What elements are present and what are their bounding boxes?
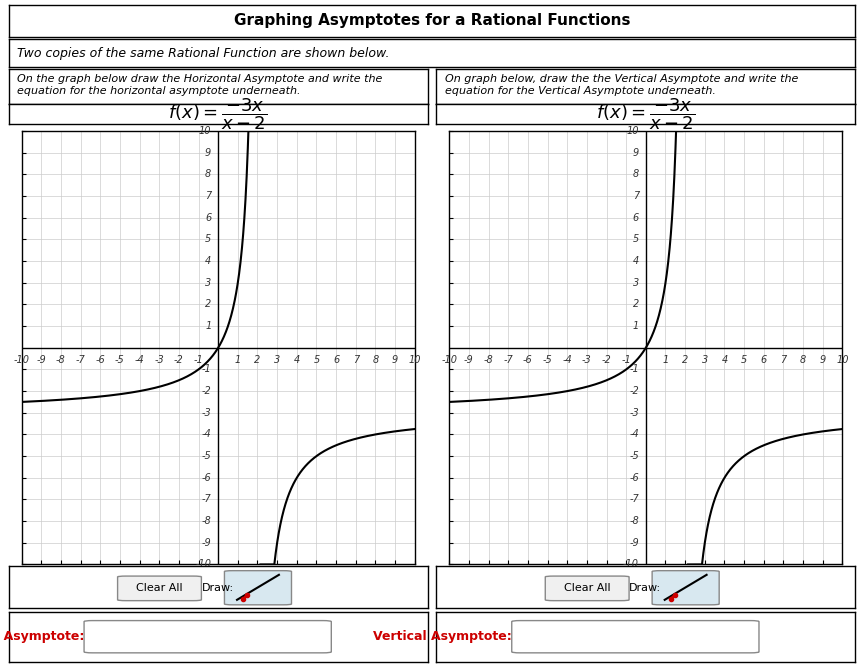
Text: -6: -6 xyxy=(523,355,533,366)
Text: 5: 5 xyxy=(741,355,747,366)
Text: -1: -1 xyxy=(194,355,203,366)
Text: -5: -5 xyxy=(629,451,639,461)
Text: -3: -3 xyxy=(201,408,212,418)
Text: -3: -3 xyxy=(155,355,164,366)
Text: 8: 8 xyxy=(205,169,212,179)
Text: -8: -8 xyxy=(56,355,66,366)
Text: 3: 3 xyxy=(205,278,212,288)
Text: Draw:: Draw: xyxy=(629,583,661,593)
Text: -7: -7 xyxy=(629,495,639,505)
Text: 1: 1 xyxy=(205,321,212,331)
Text: -10: -10 xyxy=(442,355,457,366)
Text: 7: 7 xyxy=(780,355,786,366)
Text: 1: 1 xyxy=(632,321,639,331)
Text: 6: 6 xyxy=(632,213,639,222)
Text: -7: -7 xyxy=(201,495,212,505)
Text: 6: 6 xyxy=(333,355,340,366)
Text: 6: 6 xyxy=(205,213,212,222)
Text: Horizontal Asymptote:: Horizontal Asymptote: xyxy=(0,630,84,643)
Text: 7: 7 xyxy=(632,191,639,201)
Text: -4: -4 xyxy=(629,429,639,439)
Text: Two copies of the same Rational Function are shown below.: Two copies of the same Rational Function… xyxy=(17,46,390,60)
Text: -2: -2 xyxy=(629,386,639,396)
FancyBboxPatch shape xyxy=(511,621,759,653)
Text: -6: -6 xyxy=(629,473,639,482)
Text: 9: 9 xyxy=(820,355,826,366)
Text: -3: -3 xyxy=(582,355,592,366)
Text: On graph below, draw the the Vertical Asymptote and write the
equation for the V: On graph below, draw the the Vertical As… xyxy=(445,74,798,95)
Text: Draw:: Draw: xyxy=(201,583,233,593)
Text: Clear All: Clear All xyxy=(564,583,611,593)
Text: 1: 1 xyxy=(235,355,241,366)
Text: 4: 4 xyxy=(721,355,727,366)
Text: 6: 6 xyxy=(760,355,767,366)
FancyBboxPatch shape xyxy=(118,576,201,601)
Text: -2: -2 xyxy=(601,355,612,366)
Text: -6: -6 xyxy=(95,355,105,366)
Text: $f(x) = \dfrac{-3x}{x - 2}$: $f(x) = \dfrac{-3x}{x - 2}$ xyxy=(596,96,696,132)
Text: 5: 5 xyxy=(205,235,212,245)
Text: 4: 4 xyxy=(294,355,300,366)
Text: $f(x) = \dfrac{-3x}{x - 2}$: $f(x) = \dfrac{-3x}{x - 2}$ xyxy=(168,96,268,132)
Text: -9: -9 xyxy=(464,355,473,366)
Text: -4: -4 xyxy=(201,429,212,439)
Text: -7: -7 xyxy=(76,355,86,366)
Text: -4: -4 xyxy=(135,355,144,366)
Text: 3: 3 xyxy=(274,355,280,366)
Text: 9: 9 xyxy=(632,148,639,158)
Text: -4: -4 xyxy=(562,355,572,366)
Text: -2: -2 xyxy=(174,355,184,366)
Text: -10: -10 xyxy=(14,355,29,366)
Text: 1: 1 xyxy=(663,355,669,366)
Text: On the graph below draw the Horizontal Asymptote and write the
equation for the : On the graph below draw the Horizontal A… xyxy=(17,74,383,95)
Text: 9: 9 xyxy=(392,355,398,366)
Text: 7: 7 xyxy=(205,191,212,201)
Text: 3: 3 xyxy=(702,355,708,366)
Text: 10: 10 xyxy=(409,355,421,366)
Text: Graphing Asymptotes for a Rational Functions: Graphing Asymptotes for a Rational Funct… xyxy=(234,13,630,28)
Text: 10: 10 xyxy=(836,355,848,366)
Text: -8: -8 xyxy=(629,516,639,526)
Text: 8: 8 xyxy=(372,355,378,366)
Text: 8: 8 xyxy=(800,355,806,366)
Text: -5: -5 xyxy=(115,355,124,366)
Text: -9: -9 xyxy=(201,538,212,548)
Text: -5: -5 xyxy=(543,355,552,366)
Text: 9: 9 xyxy=(205,148,212,158)
Text: 2: 2 xyxy=(632,300,639,309)
Text: -10: -10 xyxy=(623,560,639,569)
Text: 4: 4 xyxy=(632,256,639,266)
Text: -2: -2 xyxy=(201,386,212,396)
FancyBboxPatch shape xyxy=(652,571,719,605)
Text: -8: -8 xyxy=(484,355,493,366)
FancyBboxPatch shape xyxy=(225,571,291,605)
Text: 5: 5 xyxy=(314,355,320,366)
Text: 2: 2 xyxy=(205,300,212,309)
Text: -9: -9 xyxy=(629,538,639,548)
Text: -1: -1 xyxy=(201,364,212,374)
FancyBboxPatch shape xyxy=(545,576,629,601)
Text: -10: -10 xyxy=(195,560,212,569)
Text: -9: -9 xyxy=(36,355,46,366)
Text: 10: 10 xyxy=(626,126,639,136)
Text: -6: -6 xyxy=(201,473,212,482)
Text: 10: 10 xyxy=(199,126,212,136)
Text: -1: -1 xyxy=(629,364,639,374)
Text: -1: -1 xyxy=(621,355,631,366)
Text: Vertical Asymptote:: Vertical Asymptote: xyxy=(373,630,511,643)
Text: 5: 5 xyxy=(632,235,639,245)
Text: Clear All: Clear All xyxy=(137,583,183,593)
FancyBboxPatch shape xyxy=(84,621,331,653)
Text: -7: -7 xyxy=(504,355,513,366)
Text: 8: 8 xyxy=(632,169,639,179)
Text: 2: 2 xyxy=(682,355,689,366)
Text: 4: 4 xyxy=(205,256,212,266)
Text: 2: 2 xyxy=(254,355,261,366)
Text: 7: 7 xyxy=(353,355,359,366)
Text: -8: -8 xyxy=(201,516,212,526)
Text: -5: -5 xyxy=(201,451,212,461)
Text: 3: 3 xyxy=(632,278,639,288)
Text: -3: -3 xyxy=(629,408,639,418)
